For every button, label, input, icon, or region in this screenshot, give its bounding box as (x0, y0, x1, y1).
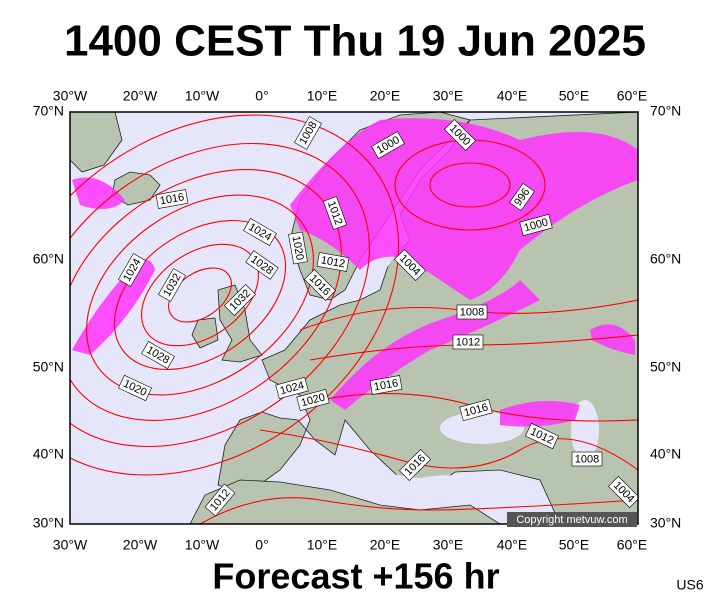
longitude-label-top: 20°E (370, 88, 401, 104)
isobar-label-text: 1012 (456, 336, 480, 348)
latitude-label-right: 50°N (650, 359, 681, 375)
title: 1400 CEST Thu 19 Jun 2025 (64, 17, 646, 66)
latitude-label-left: 70°N (33, 103, 64, 119)
isobar-label-box (316, 252, 350, 272)
longitude-label-bottom: 10°W (185, 537, 220, 553)
longitude-label-top: 40°E (497, 88, 528, 104)
latitude-label-left: 40°N (33, 446, 64, 462)
isobar-label: 1020 (296, 388, 330, 412)
longitude-label-top: 0° (255, 88, 268, 104)
model-label: US6 (676, 577, 703, 593)
longitude-label-top: 20°W (123, 88, 158, 104)
isobar-label: 1012 (452, 334, 484, 350)
latitude-label-left: 30°N (33, 515, 64, 531)
isobar-label-box (456, 304, 488, 320)
isobar-label-box (608, 476, 638, 508)
latitude-label-right: 70°N (650, 103, 681, 119)
isobar-label-box (399, 449, 431, 481)
isobar-label-box (243, 218, 277, 246)
longitude-label-bottom: 50°E (559, 537, 590, 553)
longitude-label-top: 30°W (53, 88, 88, 104)
isobar-label-text: 1016 (373, 377, 399, 393)
latitude-label-left: 50°N (33, 359, 64, 375)
isobar-label: 1012 (316, 252, 350, 272)
isobar-label: 1000 (519, 213, 553, 237)
isobar-label-box (571, 451, 603, 467)
longitude-label-bottom: 60°E (617, 537, 648, 553)
longitude-label-bottom: 30°E (433, 537, 464, 553)
isobar-label-box (525, 422, 559, 450)
isobar-label-box (158, 268, 186, 302)
isobar-label-box (275, 376, 309, 400)
isobar-label-box (519, 213, 553, 237)
longitude-label-bottom: 20°E (370, 537, 401, 553)
isobar-label-box (296, 388, 330, 412)
longitude-label-bottom: 10°E (307, 537, 338, 553)
longitude-label-top: 60°E (617, 88, 648, 104)
isobar-label-box (224, 284, 256, 316)
latitude-label-right: 40°N (650, 446, 681, 462)
isobar-label: 1008 (571, 451, 603, 467)
isobar-label-box (141, 341, 175, 369)
isobar-label: 1016 (459, 398, 493, 422)
isobar-label-text: 1012 (320, 254, 346, 270)
longitude-label-bottom: 30°W (53, 537, 88, 553)
isobar-label-box (394, 249, 426, 281)
isobar-label-text: 1008 (575, 453, 599, 465)
isobar-label-box (509, 182, 535, 212)
isobar-label-box (459, 398, 493, 422)
isobar-label-box (288, 231, 308, 265)
inland-seas (300, 243, 599, 500)
longitude-label-bottom: 20°W (123, 537, 158, 553)
isobar-label-box (371, 131, 405, 159)
copyright-box (507, 512, 637, 527)
isobar-label-box (155, 189, 189, 209)
map-frame (69, 111, 639, 525)
longitude-label-top: 10°W (185, 88, 220, 104)
isobar-label-text: 1016 (159, 191, 185, 207)
latitude-label-left: 60°N (33, 251, 64, 267)
latitude-label-right: 30°N (650, 515, 681, 531)
longitude-label-top: 10°E (307, 88, 338, 104)
isobar-label-box (294, 116, 322, 150)
forecast-label: Forecast +156 hr (212, 556, 499, 597)
longitude-label-bottom: 40°E (497, 537, 528, 553)
isobar-label-box (245, 250, 279, 280)
isobar-label-text: 1008 (460, 306, 484, 318)
isobar-label-box (452, 334, 484, 350)
isobar-label: 1024 (275, 376, 309, 400)
longitude-label-top: 50°E (559, 88, 590, 104)
isobar-label-box (204, 483, 236, 517)
copyright: Copyright metvuw.com (516, 514, 627, 526)
isobar-label-box (444, 119, 476, 151)
isobar-label: 1020 (288, 231, 308, 265)
isobar-label-box (322, 196, 348, 230)
isobar-label-box (304, 269, 336, 301)
isobar-label: 1016 (155, 189, 189, 209)
longitude-label-bottom: 0° (255, 537, 268, 553)
isobar-label-box (369, 375, 403, 395)
longitude-label-top: 30°E (433, 88, 464, 104)
isobar-label: 1008 (456, 304, 488, 320)
isobar-label: 1016 (369, 375, 403, 395)
isobar-label-text: 1020 (290, 235, 306, 261)
latitude-label-right: 60°N (650, 251, 681, 267)
isobar-label-box (118, 253, 146, 287)
isobar-label-box (118, 374, 152, 402)
